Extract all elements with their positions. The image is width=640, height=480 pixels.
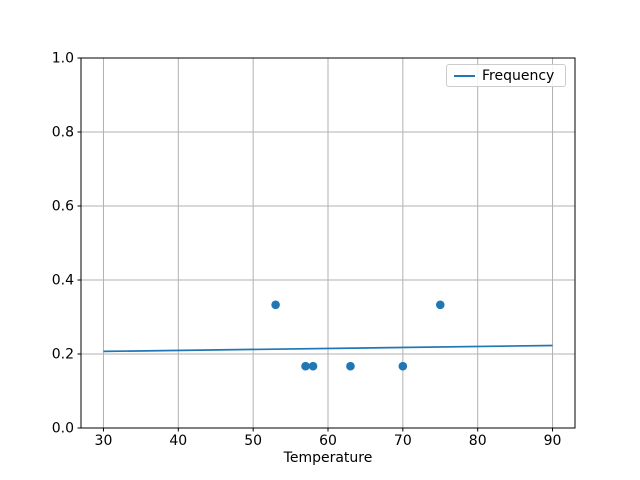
scatter-point xyxy=(271,300,280,310)
frequency-line xyxy=(103,344,553,353)
x-tick-label: 70 xyxy=(394,433,412,449)
x-tick-label: 30 xyxy=(95,433,113,449)
y-tick-label: 0.0 xyxy=(52,421,74,437)
x-axis-label: Temperature xyxy=(283,450,373,466)
x-tick-label: 90 xyxy=(544,433,562,449)
x-tick-label: 80 xyxy=(469,433,487,449)
scatter-point xyxy=(346,361,355,371)
y-tick-label: 1.0 xyxy=(52,51,74,67)
x-tick-label: 50 xyxy=(244,433,262,449)
y-tick-label: 0.2 xyxy=(52,347,74,363)
legend: Frequency xyxy=(446,64,566,87)
y-tick-label: 0.4 xyxy=(52,273,74,289)
scatter-point xyxy=(301,361,310,371)
x-tick-label: 40 xyxy=(169,433,187,449)
legend-line-swatch xyxy=(454,74,475,77)
x-tick-label: 60 xyxy=(319,433,337,449)
scatter-point xyxy=(308,361,318,371)
scatter-point xyxy=(435,300,445,310)
legend-label: Frequency xyxy=(482,67,555,84)
y-tick-label: 0.6 xyxy=(52,199,74,215)
y-tick-label: 0.8 xyxy=(52,125,74,141)
scatter-point xyxy=(398,361,408,371)
